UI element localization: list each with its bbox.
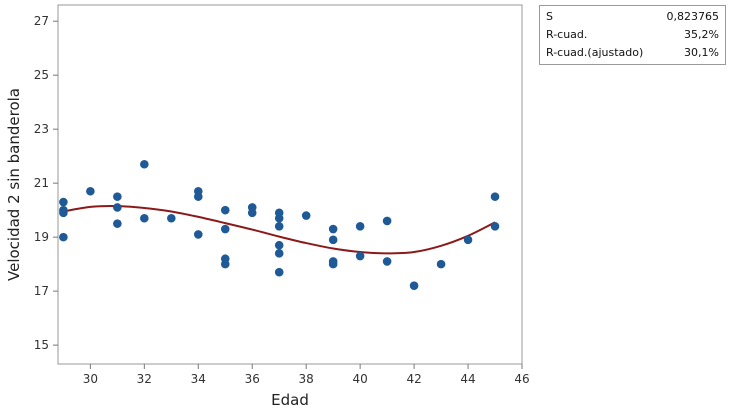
y-axis: 15 17 19 21 23 25 27 <box>34 14 58 352</box>
fit-curve <box>63 205 496 255</box>
x-tick-label: 32 <box>137 372 152 386</box>
data-point <box>463 235 473 245</box>
stats-label-rsq: R-cuad. <box>546 28 588 41</box>
data-point <box>220 259 230 269</box>
data-point <box>409 281 419 291</box>
data-point <box>220 205 230 215</box>
y-axis-title: Velocidad 2 sin banderola <box>5 88 23 281</box>
stats-value-s: 0,823765 <box>666 10 720 23</box>
data-point <box>140 159 149 169</box>
data-point <box>59 197 68 207</box>
data-point <box>274 213 284 223</box>
data-point <box>301 211 311 220</box>
y-tick-label: 15 <box>34 338 49 352</box>
data-point <box>355 222 365 231</box>
data-point <box>328 224 338 234</box>
plot-area <box>57 4 523 365</box>
data-point <box>382 257 392 266</box>
x-tick-label: 36 <box>245 372 260 386</box>
data-point <box>59 208 68 218</box>
stats-row-s: S 0,823765 <box>540 8 725 26</box>
x-tick-label: 30 <box>83 372 98 386</box>
x-axis-title: Edad <box>271 391 309 409</box>
stats-label-s: S <box>546 10 553 23</box>
data-point <box>274 249 284 258</box>
data-points <box>59 159 500 291</box>
fit-stats-box: S 0,823765 R-cuad. 35,2% R-cuad.(ajustad… <box>539 5 726 65</box>
y-tick-label: 21 <box>34 176 49 190</box>
data-point <box>328 259 338 269</box>
data-point <box>355 251 365 261</box>
stats-value-rsq-adj: 30,1% <box>684 46 719 59</box>
x-axis: 30 32 34 36 38 40 42 44 46 <box>83 364 530 386</box>
data-point <box>167 213 176 223</box>
data-point <box>59 232 68 242</box>
data-point <box>328 235 338 245</box>
stats-row-rsq-adj: R-cuad.(ajustado) 30,1% <box>540 44 725 62</box>
data-point <box>113 192 122 201</box>
y-tick-label: 17 <box>34 284 49 298</box>
x-tick-label: 42 <box>406 372 421 386</box>
data-point <box>86 186 95 196</box>
y-tick-label: 23 <box>34 122 49 136</box>
data-point <box>274 240 284 250</box>
data-point <box>490 192 500 201</box>
data-point <box>490 222 500 231</box>
data-point <box>113 203 122 212</box>
stats-label-rsq-adj: R-cuad.(ajustado) <box>546 46 644 59</box>
data-point <box>140 213 149 223</box>
data-point <box>220 224 230 234</box>
x-tick-label: 44 <box>460 372 475 386</box>
x-tick-label: 40 <box>352 372 367 386</box>
x-tick-label: 34 <box>191 372 206 386</box>
data-point <box>247 208 257 218</box>
y-tick-label: 25 <box>34 68 49 82</box>
data-point <box>382 216 392 226</box>
stats-value-rsq: 35,2% <box>684 28 719 41</box>
x-tick-label: 46 <box>514 372 529 386</box>
y-tick-label: 27 <box>34 14 49 28</box>
x-tick-label: 38 <box>299 372 314 386</box>
stats-row-rsq: R-cuad. 35,2% <box>540 26 725 44</box>
data-point <box>193 230 203 239</box>
data-point <box>113 219 122 228</box>
data-point <box>274 222 284 231</box>
data-point <box>274 267 284 277</box>
y-tick-label: 19 <box>34 230 49 244</box>
data-point <box>436 259 446 269</box>
data-point <box>193 192 203 201</box>
